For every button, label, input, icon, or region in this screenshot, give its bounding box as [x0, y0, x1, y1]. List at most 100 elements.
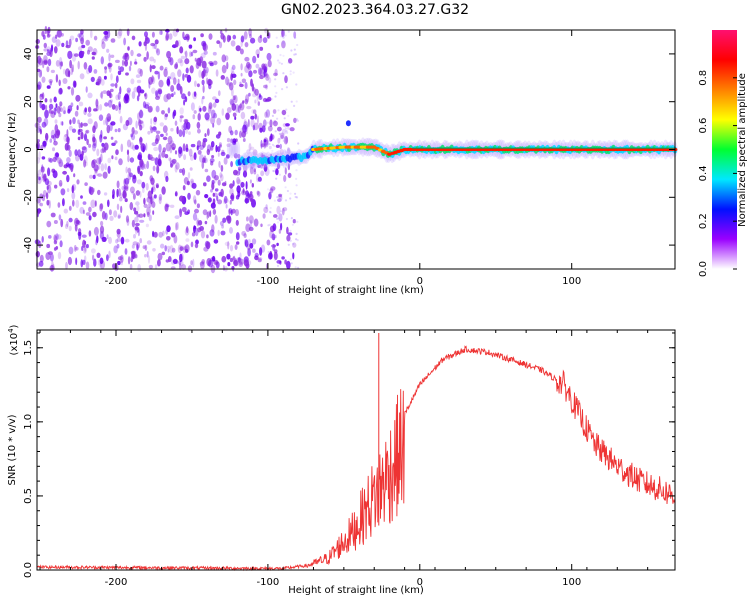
noise-speck: [211, 155, 215, 159]
noise-speck: [99, 92, 103, 99]
noise-speck: [139, 170, 143, 177]
noise-speck: [215, 261, 219, 265]
noise-speck: [53, 133, 56, 143]
noise-speck: [237, 105, 241, 114]
noise-speck: [266, 52, 272, 61]
noise-speck: [102, 171, 108, 179]
noise-speck: [135, 74, 141, 78]
noise-speck: [179, 168, 183, 173]
noise-speck: [181, 264, 187, 270]
noise-speck: [244, 82, 248, 89]
noise-speck: [69, 119, 72, 125]
noise-speck: [242, 138, 246, 142]
noise-speck: [117, 256, 123, 261]
noise-speck: [182, 31, 185, 39]
noise-speck: [104, 102, 109, 107]
noise-speck: [206, 175, 211, 182]
noise-speck: [129, 186, 135, 194]
noise-speck: [267, 224, 270, 227]
noise-speck: [226, 143, 231, 147]
noise-speck: [210, 202, 216, 209]
spectrogram-marks: [34, 25, 678, 274]
noise-speck: [275, 36, 278, 39]
noise-speck: [151, 65, 156, 70]
noise-speck: [36, 139, 41, 143]
noise-speck: [191, 232, 196, 237]
noise-speck: [60, 188, 66, 196]
noise-speck: [144, 254, 147, 258]
noise-speck: [194, 243, 199, 249]
noise-speck: [108, 236, 112, 244]
noise-speck: [283, 117, 286, 120]
noise-speck: [92, 143, 96, 152]
ridge-feature: [345, 120, 351, 127]
noise-speck: [97, 76, 102, 83]
noise-speck: [176, 221, 179, 231]
noise-speck: [86, 67, 91, 75]
noise-speck: [154, 264, 158, 269]
noise-speck: [157, 252, 163, 261]
noise-speck: [287, 126, 290, 130]
noise-speck: [240, 181, 245, 188]
noise-speck: [73, 173, 76, 178]
noise-speck: [45, 252, 51, 261]
noise-speck: [59, 101, 63, 107]
noise-speck: [289, 258, 292, 261]
noise-speck: [59, 240, 63, 248]
noise-speck: [60, 61, 63, 67]
noise-speck: [175, 162, 180, 170]
noise-speck: [244, 239, 249, 248]
noise-speck: [153, 194, 157, 199]
noise-speck: [38, 151, 41, 160]
noise-speck: [110, 121, 116, 126]
noise-speck: [244, 198, 250, 204]
noise-speck: [85, 129, 90, 134]
noise-speck: [146, 240, 152, 245]
noise-speck: [216, 195, 219, 202]
noise-speck: [212, 102, 217, 108]
noise-speck: [110, 54, 115, 58]
noise-speck: [63, 110, 66, 115]
noise-speck: [181, 93, 186, 100]
noise-speck: [37, 169, 42, 176]
noise-speck: [278, 213, 283, 222]
noise-speck: [193, 110, 197, 114]
noise-speck: [270, 192, 273, 195]
noise-speck: [49, 264, 55, 272]
noise-speck: [245, 263, 250, 269]
noise-speck: [199, 107, 202, 112]
noise-speck: [115, 94, 120, 101]
noise-speck: [46, 34, 51, 38]
noise-speck: [140, 143, 146, 153]
noise-speck: [182, 128, 186, 138]
noise-speck: [124, 177, 130, 185]
noise-speck: [209, 158, 215, 163]
noise-speck: [131, 191, 135, 195]
noise-speck: [126, 87, 131, 93]
noise-speck: [56, 106, 61, 114]
noise-speck: [201, 70, 205, 79]
noise-speck: [44, 105, 48, 110]
x-tick-label: -200: [105, 276, 128, 287]
noise-speck: [245, 94, 250, 103]
noise-speck: [232, 138, 237, 145]
noise-speck: [289, 192, 292, 195]
noise-speck: [265, 109, 271, 118]
noise-speck: [226, 61, 229, 70]
noise-speck: [90, 29, 93, 39]
noise-speck: [126, 149, 130, 156]
noise-speck: [58, 130, 61, 136]
noise-speck: [272, 120, 278, 127]
noise-speck: [98, 114, 104, 121]
noise-speck: [148, 154, 153, 161]
noise-speck: [111, 142, 116, 146]
noise-speck: [246, 105, 252, 110]
noise-speck: [261, 125, 266, 133]
noise-speck: [254, 99, 257, 104]
x-tick-label: 100: [562, 577, 581, 588]
noise-speck: [179, 59, 184, 67]
noise-speck: [52, 147, 55, 152]
noise-speck: [139, 238, 142, 244]
noise-speck: [218, 142, 222, 147]
noise-speck: [167, 57, 172, 63]
